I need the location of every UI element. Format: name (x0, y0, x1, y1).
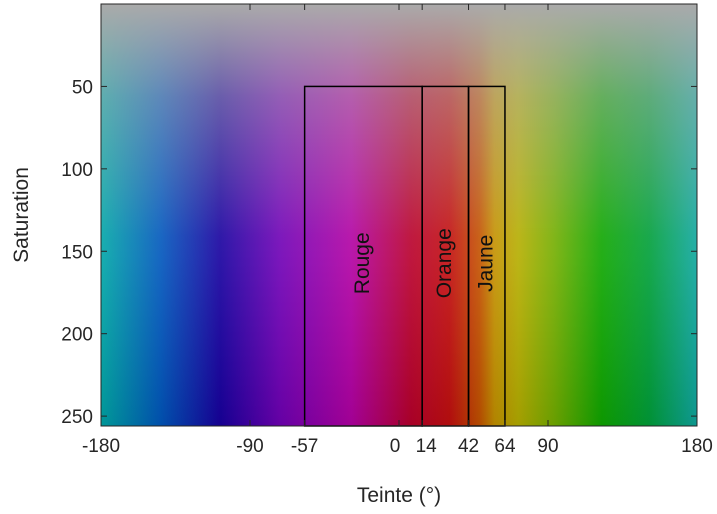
y-tick-label: 200 (61, 325, 93, 346)
y-tick-label: 50 (72, 77, 93, 98)
x-tick-label: 64 (494, 436, 516, 457)
x-axis-title: Teinte (°) (357, 484, 441, 507)
axes: -180 -90 -57 0 14 42 64 90 180 50 100 150 200 250 (61, 3, 713, 457)
saturation-overlay (101, 4, 697, 426)
region-orange-label: Orange (433, 228, 456, 298)
region-rouge-label: Rouge (351, 232, 374, 294)
y-tick-label: 100 (61, 160, 93, 181)
x-tick-label: 90 (537, 436, 558, 457)
region-jaune-label: Jaune (474, 235, 497, 292)
y-axis-title: Saturation (10, 167, 33, 263)
x-tick-label: -180 (82, 436, 120, 457)
plot-area (101, 4, 697, 426)
x-tick-label: -90 (236, 436, 263, 457)
x-tick-label: 0 (390, 436, 401, 457)
x-tick-label: -57 (291, 436, 318, 457)
y-tick-label: 250 (61, 407, 93, 428)
x-tick-label: 14 (416, 436, 438, 457)
y-tick-label: 150 (61, 242, 93, 263)
x-tick-label: 42 (458, 436, 479, 457)
x-tick-label: 180 (681, 436, 713, 457)
